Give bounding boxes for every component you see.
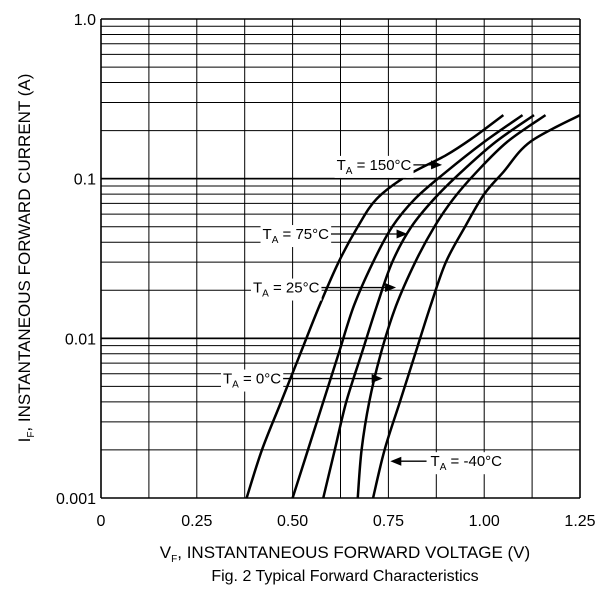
annotation-label-0: TA = 150°C: [337, 157, 412, 177]
annotation-label-sub: A: [272, 235, 279, 246]
annotation-2: TA = 25°C: [250, 278, 397, 301]
annotations: TA = 150°CTA = 75°CTA = 25°CTA = 0°CTA =…: [220, 155, 505, 475]
annotation-label-bg: [220, 369, 284, 392]
annotation-label-rest: = 25°C: [269, 280, 320, 297]
x-tick-label: 0.75: [373, 513, 404, 530]
x-tick-label: 1.00: [469, 513, 500, 530]
annotation-arrow-head: [431, 160, 443, 170]
annotation-label-rest: = 150°C: [352, 157, 411, 174]
series-curve-1: [291, 114, 524, 499]
annotation-label-main: T: [253, 280, 262, 297]
x-tick-label: 0.25: [181, 513, 212, 530]
x-axis-label-rest: , INSTANTANEOUS FORWARD VOLTAGE (V): [177, 543, 530, 562]
x-tick-label: 0: [97, 513, 106, 530]
figure-caption: Fig. 2 Typical Forward Characteristics: [211, 568, 478, 585]
annotation-label-main: T: [223, 371, 232, 388]
annotation-arrow-head: [385, 283, 397, 293]
annotation-label-sub: A: [262, 289, 269, 300]
x-tick-labels: 0 0.25 0.50 0.75 1.00 1.25: [97, 513, 596, 530]
annotation-arrow-head: [390, 456, 402, 466]
x-axis-label: VF, INSTANTANEOUS FORWARD VOLTAGE (V): [160, 543, 530, 565]
series-curve-3: [356, 114, 547, 499]
annotation-label-bg: [334, 155, 414, 178]
annotation-1: TA = 75°C: [260, 225, 408, 248]
y-axis-label: IF, INSTANTANEOUS FORWARD CURRENT (A): [15, 74, 37, 443]
annotation-label-main: T: [263, 226, 272, 243]
annotation-4: TA = -40°C: [390, 452, 505, 475]
annotation-arrow-head: [396, 229, 408, 239]
annotation-label-main: T: [431, 453, 440, 470]
grid: [100, 18, 581, 499]
annotation-label-sub: A: [440, 462, 447, 473]
y-tick-label: 1.0: [74, 12, 96, 29]
annotation-label-bg: [260, 225, 332, 248]
y-axis-label-main: I: [15, 438, 34, 443]
annotation-label-bg: [250, 278, 322, 301]
annotation-arrow-head: [371, 374, 383, 384]
annotation-label-2: TA = 25°C: [253, 280, 320, 300]
annotation-label-4: TA = -40°C: [431, 453, 503, 473]
y-tick-label: 0.01: [65, 331, 96, 348]
annotation-label-3: TA = 0°C: [223, 371, 281, 391]
annotation-3: TA = 0°C: [220, 369, 383, 392]
x-axis-label-sub: F: [171, 554, 177, 565]
y-tick-label: 0.1: [74, 172, 96, 189]
annotation-label-rest: = 0°C: [239, 371, 281, 388]
annotation-label-bg: [428, 452, 505, 475]
y-tick-label: 0.001: [56, 491, 96, 508]
annotation-label-rest: = 75°C: [278, 226, 329, 243]
series-curve-4: [371, 114, 581, 499]
annotation-0: TA = 150°C: [334, 155, 443, 178]
series-curve-0: [245, 114, 505, 499]
x-axis-label-main: V: [160, 543, 172, 562]
y-axis-label-sub: F: [26, 432, 37, 438]
y-tick-labels: 0.001 0.01 0.1 1.0: [56, 12, 96, 508]
annotation-label-rest: = -40°C: [446, 453, 502, 470]
x-tick-label: 1.25: [564, 513, 595, 530]
y-axis-label-rest: , INSTANTANEOUS FORWARD CURRENT (A): [15, 74, 34, 432]
annotation-label-sub: A: [346, 166, 353, 177]
annotation-label-main: T: [337, 157, 346, 174]
x-tick-label: 0.50: [277, 513, 308, 530]
annotation-label-1: TA = 75°C: [263, 226, 330, 246]
curves: [245, 114, 581, 499]
series-curve-2: [322, 114, 535, 499]
annotation-label-sub: A: [232, 380, 239, 391]
